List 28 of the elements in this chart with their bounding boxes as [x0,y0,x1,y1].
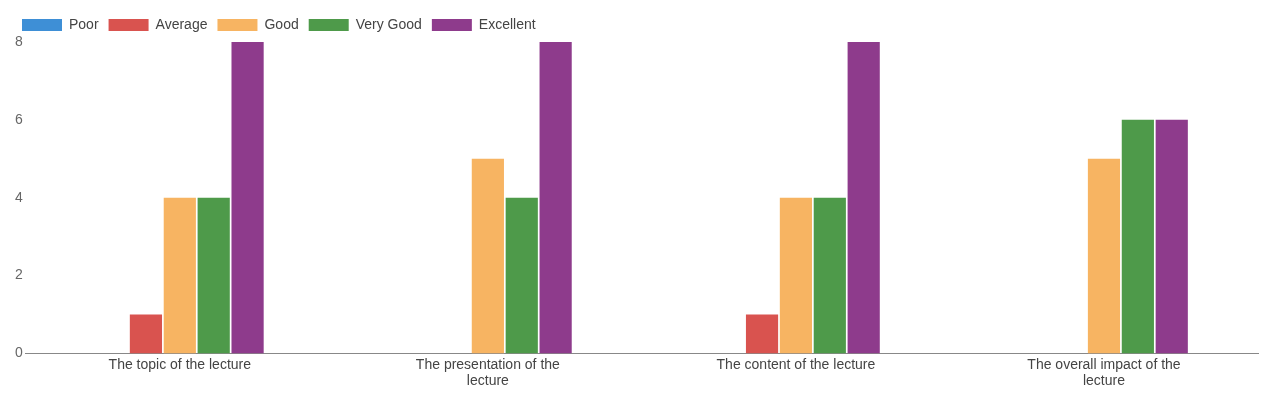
legend-label: Good [264,15,299,32]
x-tick-label: The overall impact of the lecture [1027,355,1181,389]
legend-label: Poor [69,15,99,32]
y-tick-label: 0 [14,344,23,361]
bar [1121,119,1154,354]
y-tick-label: 6 [14,110,23,127]
bar [779,197,813,354]
x-tick-label: The presentation of the lecture [415,355,561,389]
bar [745,314,779,354]
legend-label: Average [155,15,208,32]
y-tick-label: 4 [14,188,23,205]
bar [1155,119,1188,354]
legend-label: Excellent [478,15,536,32]
bar [847,42,880,354]
x-tick-label: The content of the lecture [716,355,876,372]
bar [129,314,163,354]
bar [471,158,504,354]
y-tick-label: 2 [14,266,23,283]
y-tick-label: 8 [14,32,23,49]
bar [539,42,572,354]
bar [813,197,846,354]
bar [231,42,264,354]
bar [505,197,538,354]
bar [163,197,196,354]
legend-label: Very Good [355,15,422,32]
x-tick-label: The topic of the lecture [108,355,252,372]
bar [1087,158,1121,354]
bar [197,197,230,354]
